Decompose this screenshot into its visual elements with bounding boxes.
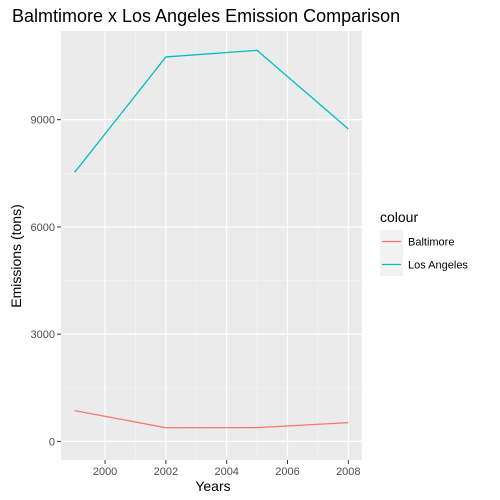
x-tick-label: 2002 xyxy=(154,466,178,478)
y-tick-label: 3000 xyxy=(31,329,55,341)
y-axis: 0 3000 6000 9000 xyxy=(31,115,61,448)
y-tick-label: 9000 xyxy=(31,115,55,127)
legend: colour Baltimore Los Angeles xyxy=(380,209,468,276)
x-tick-label: 2000 xyxy=(93,466,117,478)
legend-label-baltimore: Baltimore xyxy=(408,237,454,249)
legend-label-los-angeles: Los Angeles xyxy=(408,260,468,272)
legend-items: Baltimore Los Angeles xyxy=(380,230,468,276)
y-tick-label: 6000 xyxy=(31,222,55,234)
x-axis-title: Years xyxy=(195,478,230,494)
chart-title: Balmtimore x Los Angeles Emission Compar… xyxy=(12,6,400,26)
series-line-baltimore xyxy=(74,409,349,429)
y-tick-label: 0 xyxy=(49,436,55,448)
y-axis-title: Emissions (tons) xyxy=(8,204,24,307)
major-gridlines xyxy=(61,31,362,460)
series-lines xyxy=(74,49,349,429)
plot-panel xyxy=(61,31,362,460)
x-axis: 2000 2002 2004 2006 2008 xyxy=(93,460,361,478)
x-tick-label: 2004 xyxy=(214,466,238,478)
x-tick-label: 2008 xyxy=(336,466,360,478)
legend-title: colour xyxy=(380,209,418,225)
series-line-los-angeles xyxy=(74,49,349,173)
x-tick-label: 2006 xyxy=(275,466,299,478)
